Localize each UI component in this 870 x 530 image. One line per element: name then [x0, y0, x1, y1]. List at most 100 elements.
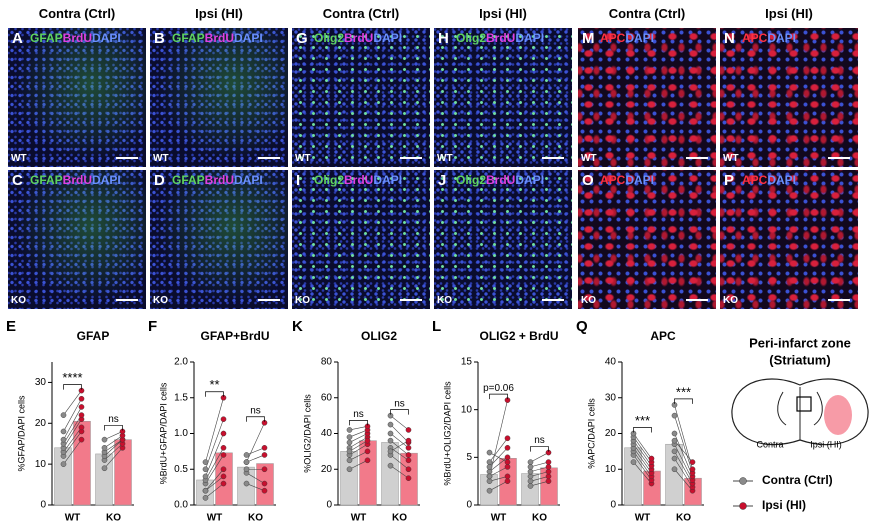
pair-line — [674, 469, 693, 491]
data-point — [671, 437, 678, 444]
scale-bar — [258, 299, 280, 301]
data-point — [243, 452, 250, 458]
panel-letter: C — [12, 172, 23, 189]
significance: *** — [635, 413, 650, 428]
bracket — [104, 425, 123, 431]
pair-line — [205, 419, 224, 470]
pair-line — [104, 435, 123, 449]
micrograph: A GFAPBrdUDAPI WT — [8, 28, 146, 167]
stain: DAPI — [515, 173, 545, 187]
chart-title: GFAP+BrdU — [200, 329, 269, 343]
data-point — [486, 449, 493, 456]
x-tick-label: WT — [207, 513, 223, 524]
bracket — [489, 393, 508, 400]
data-point — [545, 478, 552, 484]
data-point — [202, 495, 209, 501]
panel-letter: G — [296, 30, 308, 47]
pair-line — [489, 438, 508, 463]
pair-line — [489, 452, 508, 463]
significance: ** — [209, 377, 219, 392]
pair-line — [104, 439, 123, 453]
y-tick-label: 5 — [466, 452, 472, 463]
data-point — [60, 436, 67, 443]
stain: DAPI — [767, 173, 797, 187]
data-point — [202, 459, 209, 465]
micrograph: M APCDAPI WT — [578, 28, 716, 167]
column-header: Contra (Ctrl) — [608, 6, 686, 21]
data-point — [261, 487, 268, 494]
panel-letter: D — [154, 172, 165, 189]
data-point — [405, 444, 412, 451]
panel-letter: F — [148, 318, 157, 335]
panel-letter: N — [724, 30, 735, 47]
data-point — [527, 459, 534, 465]
pair-line — [530, 466, 549, 472]
bracket — [205, 391, 224, 397]
pair-line — [390, 415, 409, 431]
data-point — [60, 461, 67, 467]
data-point — [504, 459, 511, 465]
significance: **** — [62, 370, 82, 385]
stain: BrdU — [204, 31, 235, 45]
y-tick-label: 40 — [321, 428, 333, 439]
data-point — [243, 466, 250, 473]
pair-line — [633, 447, 652, 474]
pair-line — [349, 460, 368, 470]
pair-line — [390, 465, 409, 479]
pair-line — [205, 397, 224, 463]
data-point — [545, 473, 552, 480]
pair-line — [674, 458, 693, 488]
genotype-label: WT — [437, 153, 453, 164]
diagram-label: Ipsi (HI) — [810, 439, 842, 449]
genotype-label: WT — [581, 153, 597, 164]
stain: BrdU — [344, 173, 374, 187]
data-point — [648, 455, 655, 462]
x-tick-label: WT — [65, 513, 81, 524]
data-point — [527, 468, 534, 475]
stain: BrdU — [486, 31, 516, 45]
micrograph: G Olig2BrdUDAPI WT — [292, 28, 430, 167]
pair-line — [674, 451, 693, 484]
panel-letter: P — [724, 172, 735, 189]
data-point — [261, 444, 268, 451]
stain: DAPI — [767, 31, 797, 45]
x-tick-label: WT — [635, 513, 651, 524]
data-point — [78, 404, 85, 410]
pair-line — [530, 471, 549, 477]
stain: DAPI — [625, 173, 655, 187]
scale-bar — [116, 299, 138, 301]
pair-line — [489, 466, 508, 477]
panel-letter: H — [438, 30, 449, 47]
stain-label: Olig2BrdUDAPI — [456, 173, 544, 187]
data-point — [504, 444, 511, 451]
genotype-label: KO — [11, 295, 26, 306]
pair-line — [633, 440, 652, 466]
data-point — [504, 454, 511, 461]
data-point — [486, 473, 493, 480]
significance: ns — [250, 405, 261, 416]
pair-line — [349, 433, 368, 443]
pair-line — [246, 483, 265, 491]
data-point — [78, 412, 85, 418]
stain-label: Olig2BrdUDAPI — [456, 31, 544, 45]
pair-line — [246, 472, 265, 484]
data-point — [261, 452, 268, 458]
roi-box — [796, 396, 812, 412]
y-tick-label: 60 — [321, 392, 333, 403]
bracket — [390, 409, 409, 415]
ventricles — [777, 387, 823, 440]
pair-line — [633, 454, 652, 481]
pair-line — [63, 427, 82, 453]
pair-line — [104, 431, 123, 440]
y-tick-label: 0.0 — [174, 500, 188, 511]
micrograph: H Olig2BrdUDAPI WT — [434, 28, 572, 167]
significance: ns — [353, 409, 364, 420]
micrograph: I Olig2BrdUDAPI KO — [292, 170, 430, 309]
y-axis-label: %BrdU+OLIG2/DAPI cells — [442, 381, 452, 486]
significance: *** — [676, 384, 691, 399]
pair-line — [489, 476, 508, 482]
panel-letter: A — [12, 30, 23, 47]
micrograph: N APCDAPI WT — [720, 28, 858, 167]
data-point — [220, 430, 227, 437]
